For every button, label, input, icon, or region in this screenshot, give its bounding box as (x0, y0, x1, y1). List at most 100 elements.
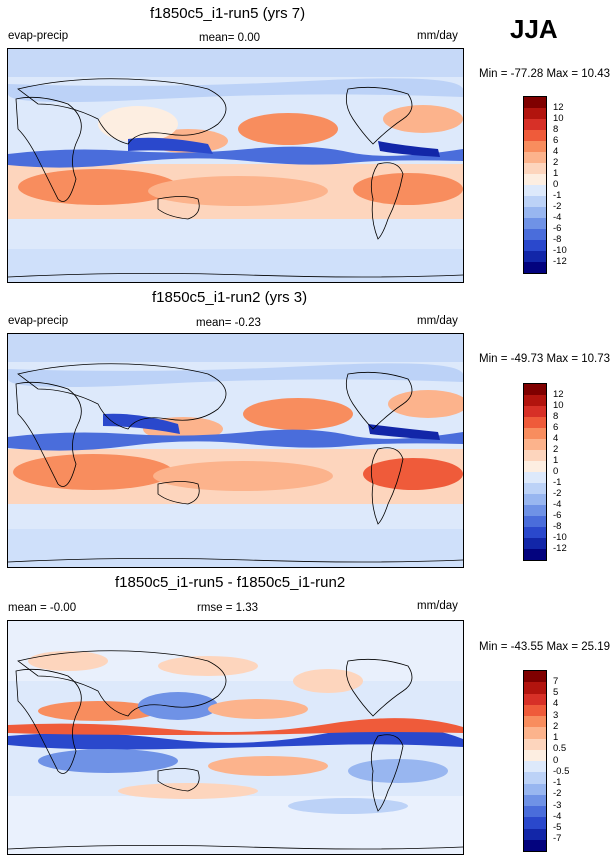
panel2-colorbar-label: -12 (553, 543, 567, 554)
panel2-colorbar-box (524, 549, 546, 560)
panel2-colorbar-box (524, 483, 546, 494)
panel2-colorbar-box (524, 461, 546, 472)
panel3-colorbar-label: 7 (553, 676, 559, 687)
panel1-colorbar-label: 4 (553, 146, 559, 157)
panel1-minmax: Min = -77.28 Max = 10.43 (479, 68, 611, 80)
panel2-colorbar-box (524, 494, 546, 505)
panel3-colorbar-box (524, 749, 546, 761)
panel3-colorbar-box (524, 806, 546, 818)
panel1-colorbar-box (524, 262, 546, 273)
panel2-colorbar-box (524, 439, 546, 450)
panel3-colorbar-label: -2 (553, 788, 562, 799)
panel2-colorbar-box (524, 406, 546, 417)
panel3-colorbar-box (524, 794, 546, 806)
panel3-colorbar-label: -1 (553, 777, 562, 788)
panel1-colorbar-label: 12 (553, 102, 564, 113)
panel1-colorbar-label: 0 (553, 179, 559, 190)
panel1-colorbar-box (524, 229, 546, 240)
panel1-colorbar-box (524, 218, 546, 229)
panel3-colorbar-label: 1 (553, 732, 559, 743)
panel2-colorbar-label: 4 (553, 433, 559, 444)
panel3-colorbar-label: 2 (553, 721, 559, 732)
panel2-minmax: Min = -49.73 Max = 10.73 (479, 353, 611, 365)
panel2-colorbar-label: 8 (553, 411, 559, 422)
panel1-colorbar-label: -6 (553, 223, 562, 234)
panel2-colorbar-box (524, 395, 546, 406)
panel3-colorbar-label: -3 (553, 800, 562, 811)
panel3-minmax: Min = -43.55 Max = 25.19 (479, 641, 611, 653)
panel1-colorbar-label: 6 (553, 135, 559, 146)
panel2-colorbar-label: 6 (553, 422, 559, 433)
panel1-variable: evap-precip (8, 30, 69, 42)
panel1-colorbar-box (524, 185, 546, 196)
panel2-colorbar-box (524, 527, 546, 538)
panel2-mean: mean= -0.23 (196, 317, 261, 329)
panel1-colorbar-box (524, 152, 546, 163)
panel1-colorbar-label: 1 (553, 168, 559, 179)
panel2-colorbar-box (524, 450, 546, 461)
panel1-map-svg (8, 49, 463, 282)
panel1-colorbar-box (524, 163, 546, 174)
panel3-mean: mean = -0.00 (8, 602, 77, 614)
panel1-colorbar-box (524, 207, 546, 218)
panel3-colorbar-box (524, 817, 546, 829)
panel2-colorbar-box (524, 538, 546, 549)
panel2-colorbar-label: 1 (553, 455, 559, 466)
panel2-colorbar-label: 12 (553, 389, 564, 400)
panel3-colorbar-box (524, 772, 546, 784)
panel3-colorbar-label: -7 (553, 833, 562, 844)
panel1-colorbar-label: -12 (553, 256, 567, 267)
panel3-colorbar-box (524, 738, 546, 750)
panel3-colorbar-box (524, 716, 546, 728)
panel1-units: mm/day (417, 30, 458, 42)
panel3-colorbar-label: 0.5 (553, 743, 567, 754)
panel1-colorbar-box (524, 108, 546, 119)
panel2-colorbar-label: 10 (553, 400, 564, 411)
panel1-colorbar-box (524, 251, 546, 262)
panel1-colorbar-label: -1 (553, 190, 562, 201)
panel3-colorbar-label: 4 (553, 698, 559, 709)
panel2-colorbar-label: -10 (553, 532, 567, 543)
panel1-colorbar-box (524, 174, 546, 185)
panel3-colorbar-label: 5 (553, 687, 559, 698)
panel3-map (7, 620, 464, 855)
panel2-map (7, 333, 464, 568)
panel1-map (7, 48, 464, 283)
panel3-colorbar-box (524, 727, 546, 739)
panel3-map-svg (8, 621, 463, 854)
panel2-colorbar-label: 0 (553, 466, 559, 477)
panel2-variable: evap-precip (8, 315, 69, 327)
panel3-colorbar-label: -0.5 (553, 766, 570, 777)
panel1-colorbar-label: -10 (553, 245, 567, 256)
panel2-colorbar-label: -4 (553, 499, 562, 510)
panel2-colorbar-label: 2 (553, 444, 559, 455)
panel1-colorbar-label: -2 (553, 201, 562, 212)
panel2-colorbar-box (524, 384, 546, 395)
panel1-colorbar-box (524, 130, 546, 141)
panel3-rmse: rmse = 1.33 (197, 602, 259, 614)
panel3-colorbar-label: -4 (553, 811, 562, 822)
panel2-units: mm/day (417, 315, 458, 327)
panel3-colorbar-box (524, 671, 546, 683)
panel1-colorbar-box (524, 240, 546, 251)
panel2-colorbar-box (524, 472, 546, 483)
panel2-map-svg (8, 334, 463, 567)
panel1-colorbar-label: -8 (553, 234, 562, 245)
panel1-colorbar-label: 10 (553, 113, 564, 124)
panel2-colorbar-label: -2 (553, 488, 562, 499)
panel2-colorbar-box (524, 505, 546, 516)
panel1-colorbar-box (524, 141, 546, 152)
panel3-colorbar-box (524, 828, 546, 840)
season-label: JJA (510, 14, 558, 44)
panel3-colorbar-label: -5 (553, 822, 562, 833)
panel1-colorbar-label: 8 (553, 124, 559, 135)
panel1-colorbar: 12 10 8 6 4 2 1 0 -1 -2 -4 -6 -8 -10 -12 (523, 96, 567, 274)
panel2-colorbar-box (524, 428, 546, 439)
panel1-colorbar-box (524, 97, 546, 108)
panel1-colorbar-box (524, 196, 546, 207)
panel1-mean: mean= 0.00 (199, 32, 261, 44)
panel1-colorbar-label: -4 (553, 212, 562, 223)
panel2-colorbar-label: -1 (553, 477, 562, 488)
panel2-colorbar: 12 10 8 6 4 2 1 0 -1 -2 -4 -6 -8 -10 -12 (523, 383, 567, 561)
panel3-colorbar-box (524, 704, 546, 716)
